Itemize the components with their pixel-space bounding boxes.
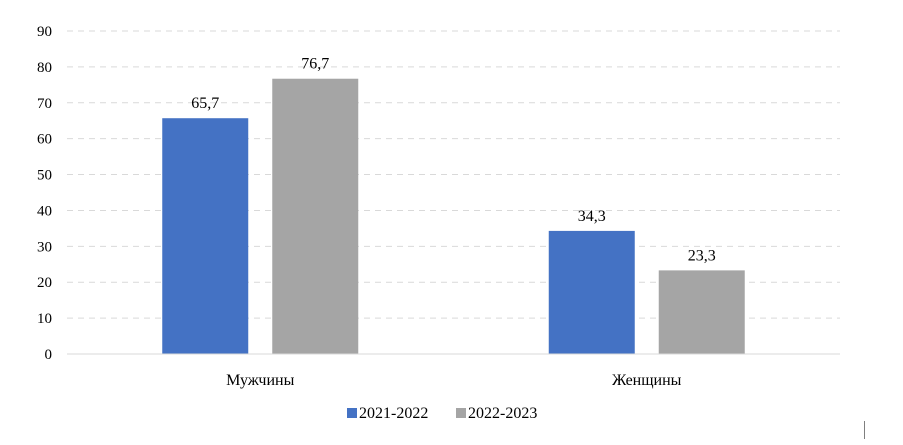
y-tick-label: 10 bbox=[37, 311, 52, 327]
y-axis-ticks: 0 10 20 30 40 50 60 70 80 90 bbox=[37, 24, 52, 363]
y-tick-label: 70 bbox=[37, 96, 52, 112]
y-tick-label: 30 bbox=[37, 239, 52, 255]
text-cursor-mark bbox=[864, 421, 865, 439]
data-label: 23,3 bbox=[688, 247, 716, 264]
data-labels: 65,7 76,7 34,3 23,3 bbox=[191, 56, 716, 265]
category-label: Женщины bbox=[612, 372, 682, 389]
y-tick-label: 90 bbox=[37, 24, 52, 40]
data-label: 34,3 bbox=[578, 208, 606, 225]
y-tick-label: 50 bbox=[37, 168, 52, 184]
bar-2022-2023-Женщины bbox=[658, 270, 745, 354]
y-tick-label: 0 bbox=[45, 347, 53, 363]
legend-swatch bbox=[456, 408, 466, 418]
category-labels: Мужчины Женщины bbox=[226, 372, 682, 389]
gridlines bbox=[67, 30, 840, 319]
legend-label: 2022-2023 bbox=[468, 405, 537, 422]
y-tick-label: 20 bbox=[37, 275, 52, 291]
y-tick-label: 60 bbox=[37, 132, 52, 148]
legend: 2021-2022 2022-2023 bbox=[347, 405, 537, 422]
bar-2021-2022-Мужчины bbox=[162, 118, 249, 355]
data-label: 76,7 bbox=[301, 56, 329, 73]
bar-2021-2022-Женщины bbox=[548, 230, 635, 354]
category-label: Мужчины bbox=[226, 372, 294, 389]
legend-label: 2021-2022 bbox=[359, 405, 428, 422]
legend-swatch bbox=[347, 408, 357, 418]
data-label: 65,7 bbox=[191, 95, 219, 112]
bars bbox=[162, 78, 745, 355]
bar-2022-2023-Мужчины bbox=[272, 78, 359, 354]
y-tick-label: 40 bbox=[37, 203, 52, 219]
y-tick-label: 80 bbox=[37, 60, 52, 76]
